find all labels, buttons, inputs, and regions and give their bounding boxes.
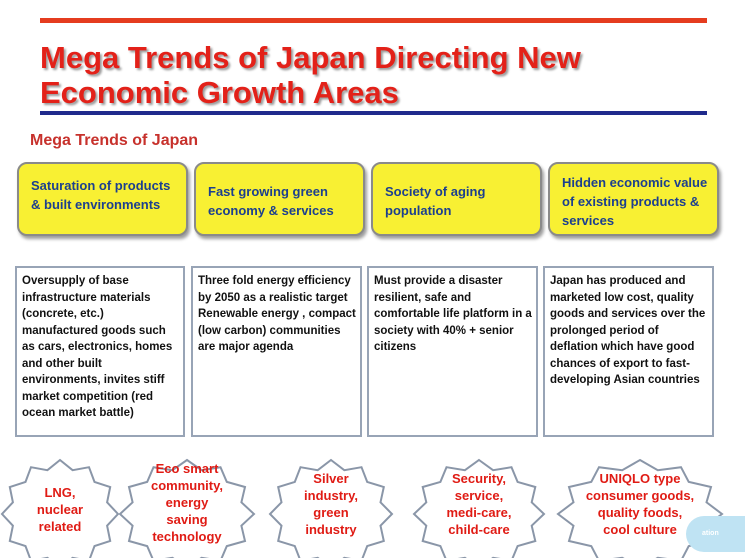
trend-box-hidden-value: Hidden economic value of existing produc… bbox=[548, 162, 719, 236]
detail-text: Three fold energy efficiency by 2050 as … bbox=[198, 275, 356, 353]
starburst-polygon bbox=[556, 458, 724, 558]
section-subtitle: Mega Trends of Japan bbox=[30, 132, 199, 149]
slide-title-line-2: Economic Growth Areas bbox=[40, 75, 399, 110]
growth-area-label: UNIQLO type consumer goods, quality food… bbox=[556, 470, 724, 538]
starburst-shape bbox=[556, 458, 724, 558]
growth-area-line: Security, bbox=[452, 471, 506, 486]
starburst-shape bbox=[118, 458, 256, 558]
growth-area-line: LNG, bbox=[44, 485, 76, 500]
growth-area-label: Eco smart community, energy saving techn… bbox=[118, 460, 256, 545]
slide-title: Mega Trends of Japan Directing New Econo… bbox=[40, 40, 720, 110]
corner-logo-text: ation bbox=[702, 530, 719, 537]
trend-box-aging-society: Society of aging population bbox=[371, 162, 542, 236]
growth-area-line: industry bbox=[305, 522, 357, 537]
starburst-shape bbox=[268, 458, 394, 558]
detail-text: Oversupply of base infrastructure materi… bbox=[22, 275, 173, 419]
trend-label: Hidden economic value of existing produc… bbox=[562, 175, 708, 228]
growth-area-line: saving bbox=[166, 512, 208, 527]
growth-area-line: consumer goods, bbox=[585, 488, 695, 503]
growth-area-label: LNG, nuclear related bbox=[0, 484, 120, 535]
growth-area-line: community, bbox=[151, 478, 223, 493]
trend-box-saturation: Saturation of products & built environme… bbox=[17, 162, 188, 236]
growth-area-security: Security, service, medi-care, child-care bbox=[412, 458, 546, 558]
detail-box-green-economy: Three fold energy efficiency by 2050 as … bbox=[191, 266, 362, 437]
detail-box-hidden-value: Japan has produced and marketed low cost… bbox=[543, 266, 714, 437]
growth-area-line: medi-care, bbox=[446, 505, 512, 520]
trend-box-green-economy: Fast growing green economy & services bbox=[194, 162, 365, 236]
growth-area-line: green bbox=[313, 505, 349, 520]
starburst-shape bbox=[0, 458, 120, 558]
growth-area-line: nuclear bbox=[36, 502, 84, 517]
growth-area-label: Silver industry, green industry bbox=[268, 470, 394, 538]
growth-area-line: technology bbox=[152, 529, 222, 544]
growth-area-uniqlo: UNIQLO type consumer goods, quality food… bbox=[556, 458, 724, 558]
slide-title-line-1: Mega Trends of Japan Directing New bbox=[40, 40, 581, 75]
growth-area-line: child-care bbox=[448, 522, 510, 537]
corner-logo bbox=[686, 516, 745, 552]
starburst-polygon bbox=[0, 458, 120, 558]
growth-area-line: UNIQLO type bbox=[599, 471, 681, 486]
growth-area-line: related bbox=[38, 519, 82, 534]
trend-label: Fast growing green economy & services bbox=[208, 184, 334, 218]
growth-area-line: Eco smart bbox=[155, 461, 219, 476]
trend-label: Society of aging population bbox=[385, 184, 486, 218]
top-accent-bar bbox=[40, 18, 707, 23]
starburst-shape bbox=[412, 458, 546, 558]
growth-area-line: industry, bbox=[304, 488, 358, 503]
starburst-polygon bbox=[268, 458, 394, 558]
title-underline-bar bbox=[40, 111, 707, 115]
starburst-polygon bbox=[412, 458, 546, 558]
detail-text: Japan has produced and marketed low cost… bbox=[550, 275, 706, 386]
starburst-polygon bbox=[118, 458, 256, 558]
trend-label: Saturation of products & built environme… bbox=[31, 178, 171, 212]
growth-area-energy: LNG, nuclear related bbox=[0, 458, 120, 558]
growth-area-line: Silver bbox=[313, 471, 349, 486]
growth-area-line: cool culture bbox=[603, 522, 677, 537]
detail-text: Must provide a disaster resilient, safe … bbox=[374, 275, 532, 353]
growth-area-silver: Silver industry, green industry bbox=[268, 458, 394, 558]
growth-area-line: energy bbox=[165, 495, 209, 510]
detail-box-aging-society: Must provide a disaster resilient, safe … bbox=[367, 266, 538, 437]
growth-area-eco-smart: Eco smart community, energy saving techn… bbox=[118, 458, 256, 558]
growth-area-line: quality foods, bbox=[597, 505, 683, 520]
growth-area-label: Security, service, medi-care, child-care bbox=[412, 470, 546, 538]
detail-box-saturation: Oversupply of base infrastructure materi… bbox=[15, 266, 185, 437]
growth-area-line: service, bbox=[454, 488, 504, 503]
